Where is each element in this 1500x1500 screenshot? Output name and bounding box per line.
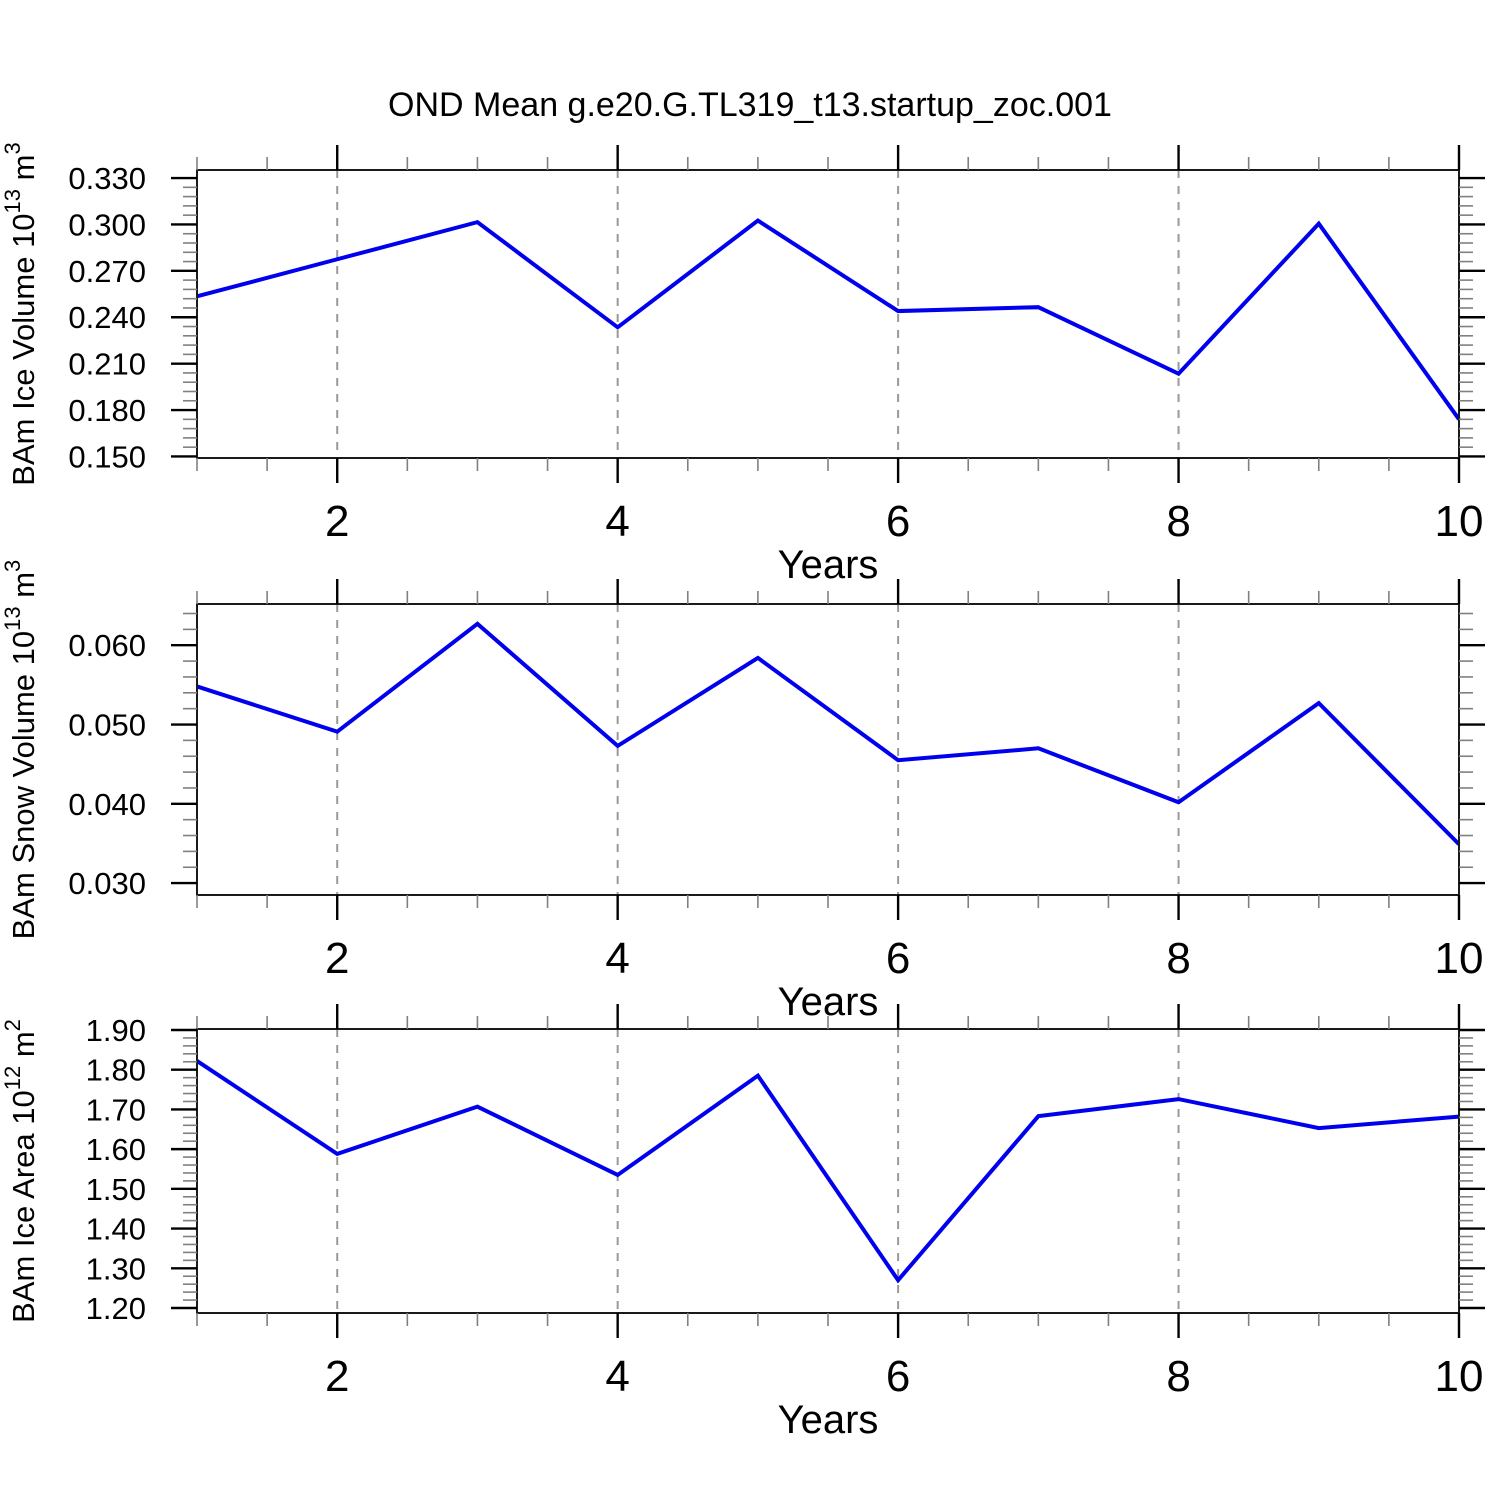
y-tick-label: 1.90 <box>86 1013 146 1048</box>
x-tick-label: 8 <box>1166 497 1190 546</box>
y-tick-label: 0.060 <box>68 628 146 663</box>
y-tick-label: 0.150 <box>68 439 146 474</box>
y-axis-title: BAm Ice Area 1012 m2 <box>0 1019 41 1323</box>
x-tick-label: 8 <box>1166 934 1190 983</box>
y-tick-label: 1.30 <box>86 1251 146 1286</box>
series-line-ice-volume <box>196 218 1461 421</box>
plot-box <box>196 1028 1460 1314</box>
x-tick-label: 2 <box>325 1352 349 1401</box>
chart-title: OND Mean g.e20.G.TL319_t13.startup_zoc.0… <box>388 86 1112 124</box>
x-tick-label: 4 <box>605 497 629 546</box>
x-tick-label: 8 <box>1166 1352 1190 1401</box>
y-tick-label: 0.030 <box>68 866 146 901</box>
panel-ice-volume: 2 4 6 8 10 0.330 0.300 0.270 0.240 0.210 0.180 0.15… <box>0 142 1485 587</box>
y-tick-label: 0.300 <box>68 207 146 242</box>
y-axis-title: BAm Snow Volume 1013 m3 <box>0 560 41 940</box>
y-tick-label: 1.60 <box>86 1132 146 1167</box>
y-tick-label: 1.70 <box>86 1092 146 1127</box>
y-tick-label: 0.210 <box>68 347 146 382</box>
panel-ice-area: 2 4 6 8 10 1.90 1.80 1.70 1.60 1.50 1.40 1.30 1.20 Ye… <box>0 1004 1485 1442</box>
x-tick-label: 4 <box>605 934 629 983</box>
x-tick-label: 6 <box>886 934 910 983</box>
x-tick-label: 10 <box>1435 934 1484 983</box>
x-tick-label: 6 <box>886 497 910 546</box>
x-tick-label: 2 <box>325 934 349 983</box>
x-tick-label: 2 <box>325 497 349 546</box>
y-axis-title: BAm Ice Volume 1013 m3 <box>0 142 41 485</box>
x-tick-label: 10 <box>1435 1352 1484 1401</box>
y-tick-label: 0.040 <box>68 787 146 822</box>
y-tick-label: 1.50 <box>86 1172 146 1207</box>
y-tick-label: 0.330 <box>68 161 146 196</box>
x-tick-label: 4 <box>605 1352 629 1401</box>
x-axis-title: Years <box>778 1398 879 1442</box>
y-tick-label: 1.20 <box>86 1291 146 1326</box>
y-tick-label: 0.050 <box>68 708 146 743</box>
x-tick-label: 6 <box>886 1352 910 1401</box>
series-line-ice-area <box>195 1059 1460 1284</box>
plot-box <box>196 603 1460 896</box>
y-tick-label: 1.80 <box>86 1053 146 1088</box>
y-tick-label: 0.240 <box>68 300 146 335</box>
y-tick-label: 0.180 <box>68 393 146 428</box>
y-tick-label: 0.270 <box>68 254 146 289</box>
plot-box <box>196 169 1460 459</box>
y-tick-label: 1.40 <box>86 1212 146 1247</box>
series-line-snow-volume <box>196 621 1461 846</box>
x-axis-title: Years <box>778 543 879 587</box>
x-tick-label: 10 <box>1435 497 1484 546</box>
